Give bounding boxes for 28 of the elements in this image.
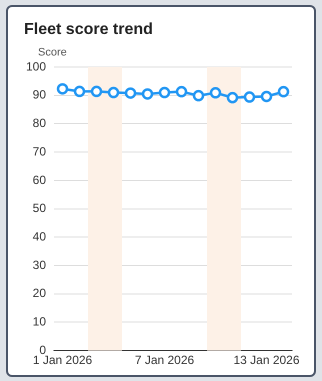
point xyxy=(124,87,136,99)
y-tick-label: 100 xyxy=(26,59,46,74)
y-tick-label: 50 xyxy=(32,201,46,216)
point xyxy=(192,90,204,102)
y-tick-label: 40 xyxy=(32,229,46,244)
y-tick-label: 20 xyxy=(32,286,46,300)
y-tick-label: 60 xyxy=(32,172,46,187)
y-tick-label: 80 xyxy=(32,116,46,130)
point xyxy=(108,86,120,98)
chart-title: Fleet score trend xyxy=(24,21,153,39)
y-tick-label: 90 xyxy=(32,88,46,102)
y-tick-label: 10 xyxy=(32,314,46,329)
point xyxy=(260,90,272,102)
point xyxy=(176,86,188,98)
point xyxy=(226,92,238,104)
y-tick-label: 70 xyxy=(32,144,46,158)
point xyxy=(278,86,290,98)
point xyxy=(74,86,86,98)
y-tick-label: 30 xyxy=(32,258,46,272)
x-tick-label: 7 Jan 2026 xyxy=(134,353,195,368)
point xyxy=(142,88,154,100)
point xyxy=(158,86,170,98)
point xyxy=(210,87,222,99)
point xyxy=(56,83,68,95)
y-axis-title: Score xyxy=(38,46,67,59)
point xyxy=(90,86,102,98)
x-tick-label: 13 Jan 2026 xyxy=(233,353,300,368)
point xyxy=(244,91,256,103)
